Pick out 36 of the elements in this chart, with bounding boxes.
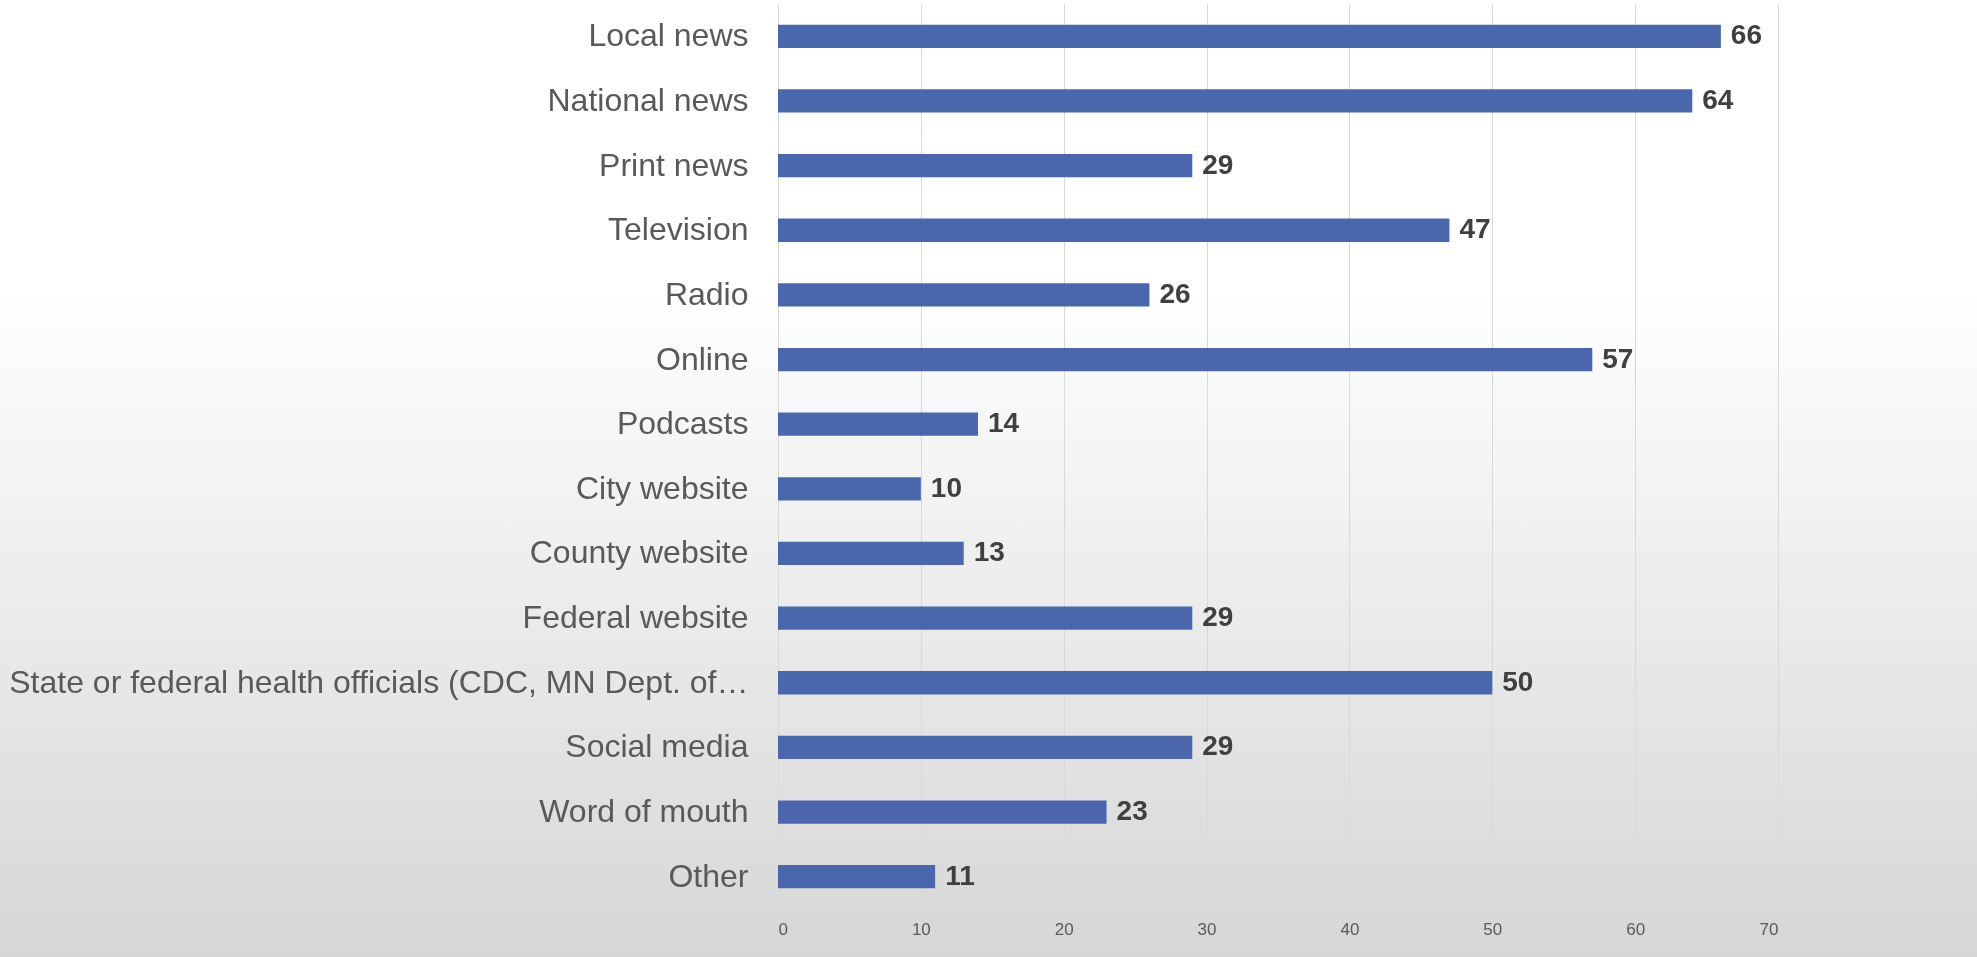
y-tick-label: Word of mouth	[539, 793, 749, 830]
data-label: 29	[1202, 601, 1234, 633]
x-tick-label: 10	[911, 919, 931, 939]
x-tick-label: 0	[778, 919, 788, 939]
y-tick-label: Radio	[664, 275, 749, 312]
y-tick-label: Online	[656, 340, 749, 377]
data-label: 50	[1502, 665, 1534, 697]
x-tick-label: 30	[1197, 919, 1217, 939]
y-tick-label: Television	[607, 211, 749, 248]
x-tick-label: 50	[1483, 919, 1503, 939]
y-tick-label: Podcasts	[616, 405, 749, 442]
data-label: 10	[930, 471, 963, 503]
data-label: 13	[973, 536, 1005, 568]
data-label: 64	[1702, 83, 1734, 115]
y-tick-label: Local news	[588, 17, 749, 54]
data-label: 26	[1159, 277, 1191, 309]
x-tick-label: 70	[1759, 919, 1779, 939]
y-tick-label: State or federal health officials (CDC, MN Dept. of…	[9, 663, 749, 700]
data-label: 47	[1459, 213, 1491, 245]
y-tick-label: Print news	[599, 146, 749, 183]
data-label: 57	[1602, 342, 1634, 374]
y-tick-label: National news	[547, 81, 749, 118]
x-tick-label: 60	[1626, 919, 1646, 939]
y-tick-label: City website	[576, 469, 749, 506]
y-tick-label: Federal website	[522, 599, 749, 636]
data-label: 29	[1202, 730, 1234, 762]
x-tick-label: 20	[1054, 919, 1074, 939]
data-label: 23	[1116, 795, 1148, 827]
y-tick-label: Other	[668, 857, 749, 894]
data-label: 66	[1730, 19, 1763, 51]
data-label: 29	[1202, 148, 1234, 180]
y-tick-label: County website	[529, 534, 749, 571]
y-tick-label: Social media	[565, 728, 749, 765]
data-label: 11	[945, 859, 975, 891]
x-tick-label: 40	[1340, 919, 1360, 939]
data-label: 14	[988, 407, 1020, 439]
